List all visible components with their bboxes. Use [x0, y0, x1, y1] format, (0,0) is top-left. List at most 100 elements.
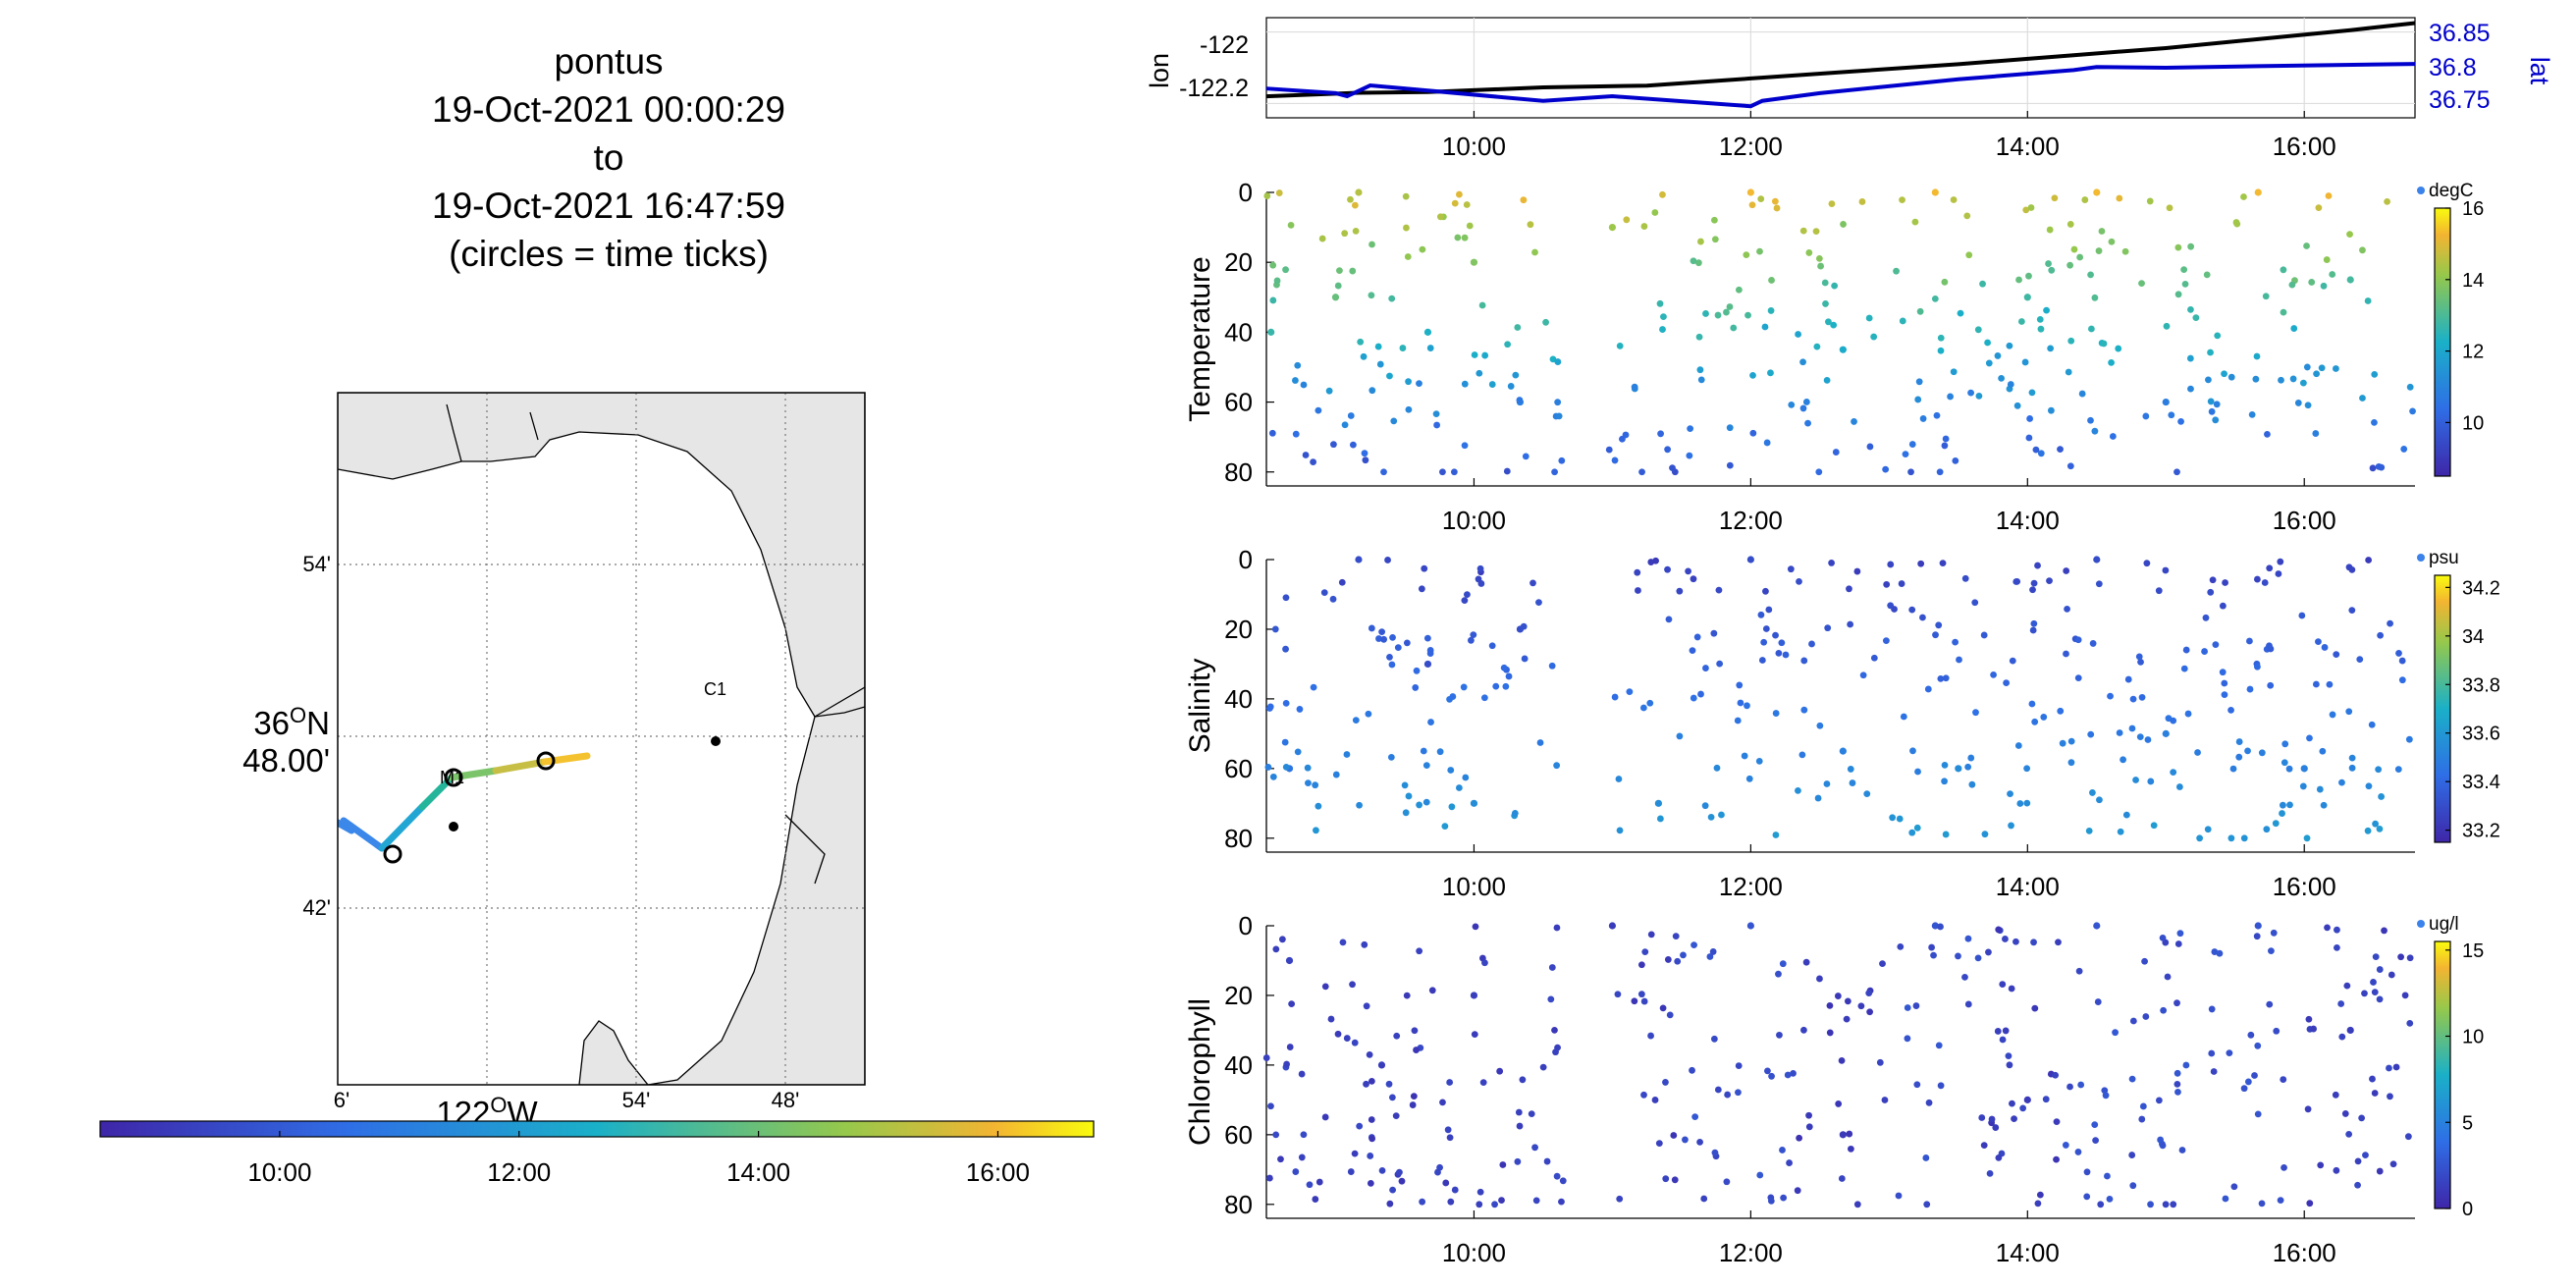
temperature-point [2076, 253, 2084, 261]
salinity-point [2170, 769, 2177, 777]
chlorophyll-point [1723, 1178, 1731, 1186]
temperature-point [2168, 411, 2175, 419]
salinity-point [1772, 631, 1779, 639]
chlorophyll-point [1689, 1066, 1695, 1074]
temperature-colorbar-unit: degC [2429, 181, 2473, 201]
chlorophyll-point [1471, 1031, 1478, 1038]
chlorophyll-point [1272, 945, 1280, 953]
temperature-point [2108, 358, 2115, 366]
salinity-point [1990, 671, 1997, 678]
temperature-point [2280, 308, 2287, 316]
salinity-point [2040, 714, 2048, 721]
chlorophyll-point [2354, 1181, 2361, 1189]
temperature-point [1461, 442, 1469, 450]
temperature-point [1957, 309, 1964, 317]
salinity-point [1908, 606, 1916, 614]
salinity-point [1304, 764, 1312, 772]
salinity-point [1646, 699, 1654, 707]
map-lat-deg-sup: O [290, 703, 306, 727]
salinity-colorbar-tick-label: 33.6 [2462, 724, 2500, 745]
chlorophyll-point [1923, 1201, 1931, 1208]
slough-east [784, 814, 826, 885]
salinity-point [1656, 815, 1664, 823]
temperature-point [2091, 294, 2099, 301]
chlorophyll-point [1912, 1002, 1920, 1009]
temperature-point [1916, 307, 1924, 315]
temperature-point [1711, 236, 1719, 243]
salinity-point [1296, 706, 1304, 713]
temperature-point [1355, 188, 1363, 196]
temperature-axis-label: Temperature [1184, 256, 1216, 421]
salinity-point [1980, 631, 1988, 639]
temperature-point [2320, 282, 2328, 290]
chlorophyll-unit-marker [2417, 920, 2425, 928]
salinity-point [1521, 655, 1529, 663]
temperature-point [2051, 194, 2059, 202]
temperature-point [1702, 310, 1709, 317]
salinity-point [1470, 799, 1478, 807]
lat-tick-label: 36.75 [2429, 86, 2491, 114]
chlorophyll-point [1552, 1048, 1559, 1056]
salinity-point [1470, 631, 1477, 638]
chlorophyll-point [2141, 957, 2148, 965]
chlorophyll-point [1711, 1149, 1719, 1156]
chlorophyll-point [2361, 990, 2368, 997]
temperature-point [1813, 343, 1821, 350]
temperature-point [1456, 190, 1463, 198]
temperature-point [1267, 328, 1275, 336]
temperature-point [2264, 430, 2271, 438]
salinity-point [2093, 556, 2101, 564]
temperature-point [1659, 326, 1666, 333]
temperature-point [1269, 261, 1277, 269]
chlorophyll-point [1662, 1079, 1669, 1086]
temperature-point [1461, 234, 1469, 242]
chlorophyll-point [2401, 992, 2409, 999]
salinity-point [1883, 580, 1891, 588]
salinity-point [2180, 665, 2188, 672]
chlorophyll-point [1992, 1124, 2000, 1131]
salinity-point [2326, 680, 2334, 688]
temperature-point [2100, 340, 2108, 348]
temperature-point [1522, 453, 1530, 460]
salinity-point [1447, 767, 1455, 774]
salinity-point [1762, 625, 1770, 632]
chlorophyll-point [2160, 1006, 2168, 1014]
salinity-point [1505, 672, 1513, 680]
chlorophyll-point [2251, 1072, 2258, 1079]
salinity-point [1816, 722, 1824, 729]
temperature-point [1937, 347, 1945, 354]
chlorophyll-point [1442, 1179, 1450, 1187]
chlorophyll-point [1999, 1036, 2007, 1044]
chlorophyll-point [2338, 1033, 2346, 1041]
chlorophyll-point [1403, 992, 1411, 999]
salinity-axis-label: Salinity [1184, 659, 1216, 754]
salinity-point [1460, 683, 1468, 691]
chlorophyll-point [1655, 1140, 1663, 1148]
chlorophyll-point [2053, 1155, 2060, 1163]
track-segment [338, 819, 355, 834]
title-platform: pontus [554, 41, 664, 81]
temperature-point [1263, 192, 1271, 199]
salinity-point [1405, 792, 1413, 800]
salinity-point [2014, 742, 2022, 749]
chlorophyll-point [1321, 983, 1329, 991]
chlorophyll-point [2369, 1075, 2376, 1083]
salinity-point [1981, 831, 1989, 838]
chlorophyll-point [2008, 985, 2015, 993]
chlorophyll-point [1409, 1101, 1417, 1108]
chlorophyll-point [1978, 1114, 1986, 1121]
temperature-point [1315, 406, 1322, 414]
chlorophyll-point [2345, 1130, 2353, 1138]
salinity-point [1387, 753, 1395, 761]
salinity-colorbar-tick-label: 33.8 [2462, 674, 2500, 696]
chlorophyll-point [1447, 1198, 1455, 1206]
temperature-point [2208, 407, 2216, 415]
temperature-point [2023, 294, 2031, 301]
chlorophyll-point [1651, 1097, 1659, 1103]
chlorophyll-point [2240, 1085, 2248, 1093]
temperature-point [1608, 223, 1617, 232]
temperature-point [2028, 389, 2036, 397]
chlorophyll-point [1961, 974, 1968, 981]
salinity-point [1697, 690, 1704, 698]
chlorophyll-point [2176, 930, 2184, 938]
